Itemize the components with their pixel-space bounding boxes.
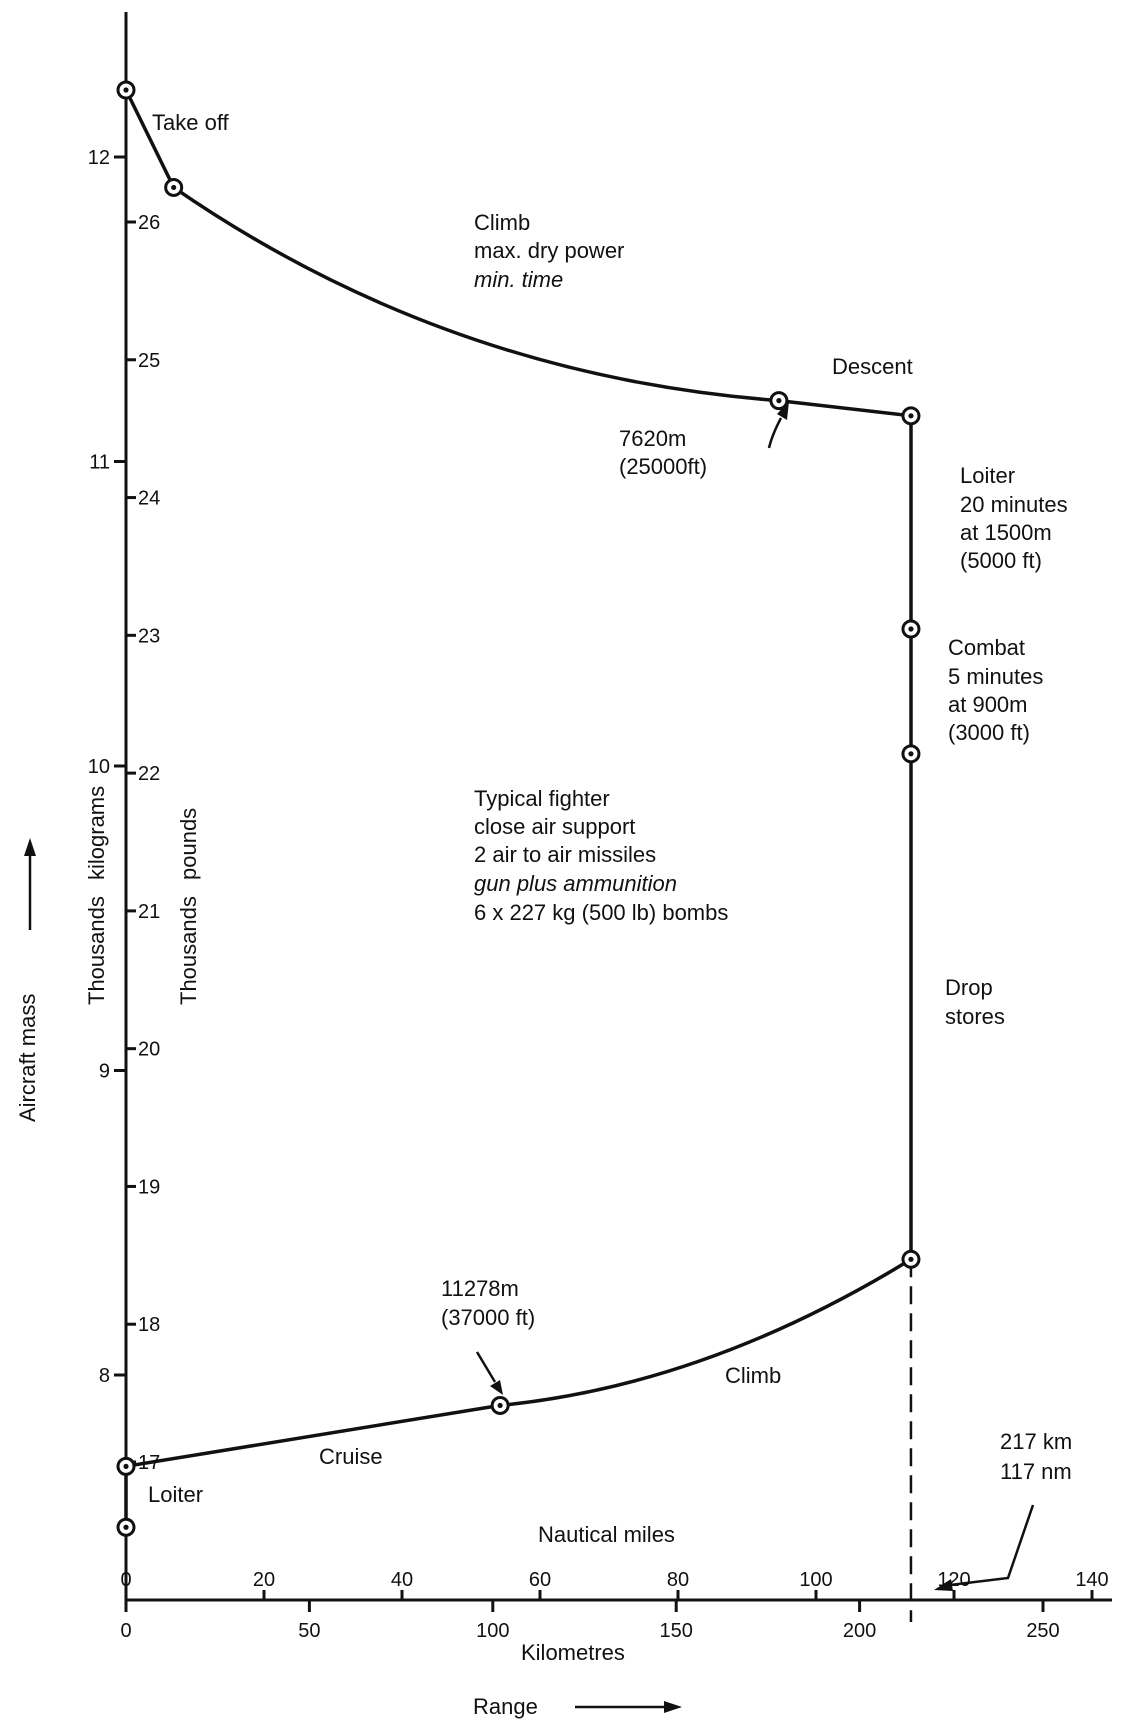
x-axis-km-tick-label: 150: [660, 1620, 693, 1642]
x-axis-title-arrow: [575, 1701, 682, 1713]
loiter2-label: Loiter: [148, 1482, 203, 1507]
waypoint-marker: [901, 744, 921, 764]
y-axis-lb-tick-label: 25: [138, 350, 160, 372]
climb2-label: Climb: [725, 1363, 781, 1388]
altitude-7620m-pointer: [767, 401, 789, 449]
y-axis-lb-tick-label: 23: [138, 625, 160, 647]
loiter1-label-line: (5000 ft): [960, 548, 1042, 573]
range-label-line: 117 nm: [1000, 1459, 1072, 1484]
range-label-line: 217 km: [1000, 1429, 1072, 1454]
y-axis-kg-tick-label: 9: [99, 1061, 110, 1083]
waypoint-marker: [490, 1395, 510, 1415]
x-axis-nm-tick-label: 140: [1075, 1569, 1108, 1591]
drop-stores-label-line: Drop: [945, 975, 993, 1000]
x-axis-km-tick-label: 100: [476, 1620, 509, 1642]
waypoint-marker: [901, 619, 921, 639]
x-axis-nm-tick-label: 100: [799, 1569, 832, 1591]
descent-label: Descent: [832, 354, 913, 379]
config-line: Typical fighter: [474, 786, 610, 811]
climb1-label-line: Climb: [474, 210, 530, 235]
waypoint-marker: [769, 391, 789, 411]
y-axis-kg-tick-label: 12: [88, 147, 110, 169]
y-axis-kg-ticks: 8 9 10 11 12: [88, 147, 126, 1387]
y-axis-kg-tick-label: 11: [89, 452, 110, 474]
x-axis-km-ticks: 0 50 100 150 200 250: [120, 1600, 1060, 1642]
altitude-1-label-line: (25000ft): [619, 454, 707, 479]
y-axis-kg-tick-label: 10: [88, 756, 110, 778]
x-axis-nm-tick-label: 20: [253, 1569, 275, 1591]
y-axis-lb-tick-label: 26: [138, 212, 160, 234]
config-line: 6 x 227 kg (500 lb) bombs: [474, 900, 728, 925]
x-axis-title: Range: [473, 1694, 538, 1719]
config-line: 2 air to air missiles: [474, 842, 656, 867]
y-axis-kg-label-unit: kilograms: [84, 786, 109, 880]
waypoint-marker: [116, 1456, 136, 1476]
x-axis-km-tick-label: 0: [120, 1620, 131, 1642]
mission-profile-line: [124, 89, 913, 1528]
x-axis-km-tick-label: 200: [843, 1620, 876, 1642]
climb1-label-line: min. time: [474, 267, 563, 292]
combat-label-line: 5 minutes: [948, 664, 1043, 689]
waypoint-marker: [901, 406, 921, 426]
takeoff-label: Take off: [152, 110, 230, 135]
config-line: close air support: [474, 814, 635, 839]
y-axis-kg-label-thousands: Thousands: [84, 896, 109, 1005]
y-axis-lb-tick-label: 18: [138, 1314, 160, 1336]
y-axis-lb-tick-label: 24: [138, 488, 160, 510]
y-axis-lb-label-thousands: Thousands: [176, 896, 201, 1005]
x-axis-km-tick-label: 50: [298, 1620, 320, 1642]
waypoint-marker: [164, 177, 184, 197]
x-axis-km-tick-label: 250: [1026, 1620, 1059, 1642]
y-axis-lb-tick-label: 20: [138, 1039, 160, 1061]
waypoint-marker: [116, 80, 136, 100]
y-axis-lb-tick-label: 19: [138, 1176, 160, 1198]
loiter1-label-line: Loiter: [960, 463, 1015, 488]
x-axis-nm-ticks: 0 20 40 60 80 100 120 140: [120, 1569, 1109, 1600]
waypoint-marker: [116, 1517, 136, 1537]
y-axis-lb-tick-label: 21: [138, 901, 160, 923]
x-axis-nm-tick-label: 60: [529, 1569, 551, 1591]
y-axis-lb-tick-label: 22: [138, 763, 160, 785]
combat-label-line: at 900m: [948, 692, 1028, 717]
x-axis-nm-tick-label: 80: [667, 1569, 689, 1591]
mission-waypoint-markers: [116, 80, 921, 1537]
y-axis-title-arrow: [24, 838, 36, 930]
loiter1-label-line: 20 minutes: [960, 492, 1068, 517]
combat-label-line: Combat: [948, 635, 1025, 660]
altitude-2-label-line: 11278m: [441, 1276, 519, 1301]
altitude-2-label-line: (37000 ft): [441, 1305, 535, 1330]
x-axis-nm-tick-label: 0: [120, 1569, 131, 1591]
y-axis-kg-tick-label: 8: [99, 1365, 110, 1387]
loiter1-label-line: at 1500m: [960, 520, 1052, 545]
x-axis-nm-tick-label: 40: [391, 1569, 413, 1591]
y-axis-title: Aircraft mass: [15, 994, 40, 1122]
y-axis-lb-label-unit: pounds: [176, 808, 201, 880]
config-line: gun plus ammunition: [474, 871, 677, 896]
altitude-11278m-pointer: [475, 1351, 503, 1395]
altitude-1-label-line: 7620m: [619, 426, 686, 451]
x-axis-km-label: Kilometres: [521, 1640, 625, 1665]
combat-label-line: (3000 ft): [948, 720, 1030, 745]
waypoint-marker: [901, 1249, 921, 1269]
range-pointer: [934, 1504, 1035, 1591]
climb1-label-line: max. dry power: [474, 238, 624, 263]
x-axis-nm-label: Nautical miles: [538, 1522, 675, 1547]
cruise-label: Cruise: [319, 1444, 383, 1469]
drop-stores-label-line: stores: [945, 1004, 1005, 1029]
